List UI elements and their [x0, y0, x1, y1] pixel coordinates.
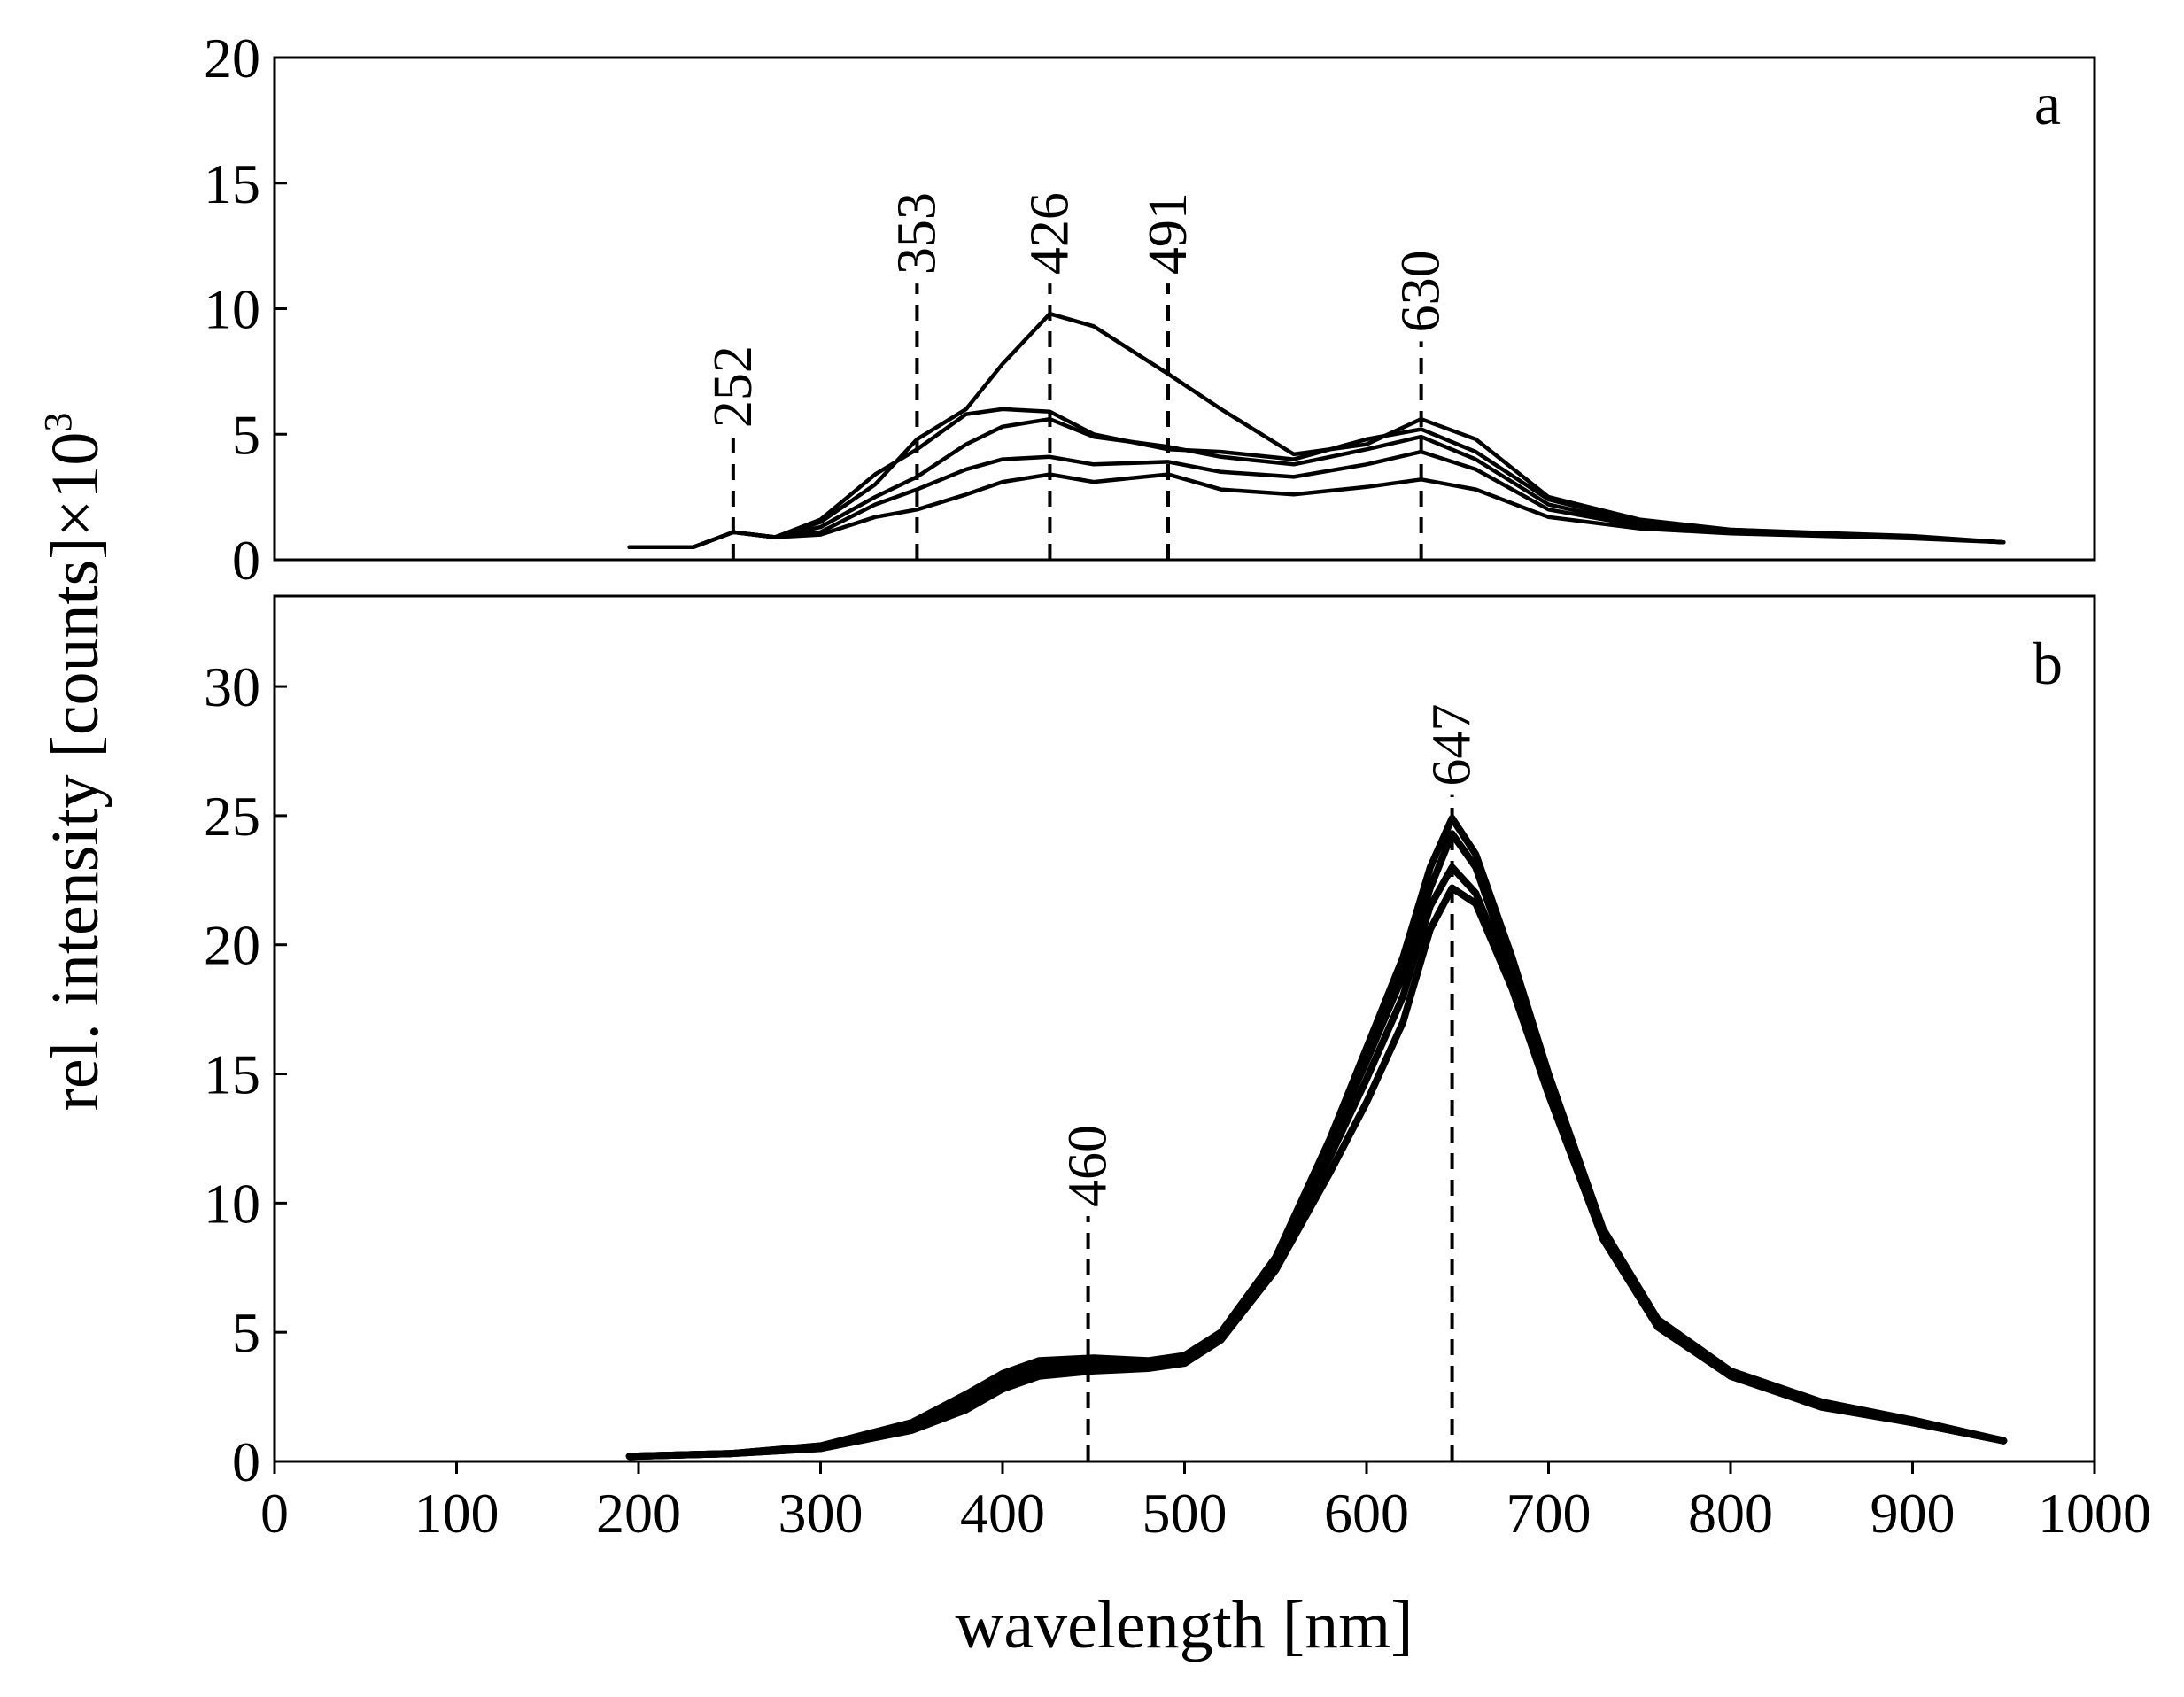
panel-b-x-ticks: 0 100 200 300 400 500 600 700 800 900 1000: [260, 1461, 2151, 1545]
y-axis-title-text: rel. intensity [counts]×10: [38, 432, 112, 1112]
panel-b-label: b: [2033, 630, 2063, 697]
panel-a-y-tick-label-5: 5: [232, 403, 260, 466]
panel-b-series: [625, 814, 2008, 1461]
panel-b: 460 647 0 5 10 15 20 25 30 0 100 200 300 400 500 600 7…: [204, 594, 2151, 1545]
panel-b-x-tick-label-400: 400: [960, 1482, 1045, 1545]
panel-b-y-ticks: 0 5 10 15 20 25 30: [204, 655, 287, 1493]
panel-a: 252 353 426 491 630 0 5 10 15 20 a: [204, 27, 2096, 592]
panel-a-series-5-line: [627, 472, 2006, 550]
panel-a-y-tick-label-15: 15: [204, 152, 260, 215]
panel-b-x-tick-label-800: 800: [1688, 1482, 1773, 1545]
y-axis-title-exponent: 3: [36, 413, 80, 432]
panel-a-y-ticks: 0 5 10 15 20: [204, 27, 287, 592]
panel-a-marker-label-252: 252: [703, 345, 763, 428]
panel-a-marker-label-491: 491: [1138, 192, 1198, 275]
panel-b-x-tick-label-500: 500: [1142, 1482, 1228, 1545]
panel-a-y-tick-label-0: 0: [232, 529, 260, 592]
panel-b-y-tick-label-30: 30: [204, 655, 260, 718]
panel-a-y-tick-label-10: 10: [204, 278, 260, 341]
y-axis-title: rel. intensity [counts]×103: [36, 413, 112, 1112]
panel-b-y-tick-label-15: 15: [204, 1043, 260, 1106]
panel-b-marker-label-647: 647: [1422, 704, 1483, 787]
panel-b-y-tick-label-0: 0: [232, 1430, 260, 1493]
panel-a-marker-label-426: 426: [1019, 192, 1080, 275]
panel-b-x-tick-label-900: 900: [1870, 1482, 1956, 1545]
x-axis-title: wavelength [nm]: [955, 1588, 1413, 1662]
panel-b-marker-label-460: 460: [1058, 1125, 1119, 1207]
panel-a-label: a: [2034, 70, 2061, 137]
panel-b-x-tick-label-300: 300: [778, 1482, 864, 1545]
panel-b-x-tick-label-200: 200: [596, 1482, 681, 1545]
panel-a-marker-label-630: 630: [1391, 250, 1452, 332]
panel-b-series-4-line: [625, 884, 2008, 1461]
panel-b-x-tick-label-600: 600: [1324, 1482, 1409, 1545]
panel-a-markers: 252 353 426 491 630: [703, 192, 1452, 560]
panel-b-y-tick-label-25: 25: [204, 785, 260, 848]
panel-b-y-tick-label-5: 5: [232, 1301, 260, 1364]
panel-b-markers: 460 647: [1058, 704, 1483, 1461]
panel-b-x-tick-label-700: 700: [1506, 1482, 1592, 1545]
panel-a-series: [627, 311, 2006, 550]
panel-b-y-tick-label-20: 20: [204, 914, 260, 977]
panel-b-x-tick-label-1000: 1000: [2038, 1482, 2151, 1545]
panel-b-x-tick-label-0: 0: [260, 1482, 289, 1545]
panel-a-marker-label-353: 353: [887, 192, 947, 275]
panel-a-y-tick-label-20: 20: [204, 27, 260, 89]
panel-b-x-tick-label-100: 100: [414, 1482, 500, 1545]
panel-a-series-3-line: [627, 416, 2006, 550]
panel-b-y-tick-label-10: 10: [204, 1172, 260, 1235]
